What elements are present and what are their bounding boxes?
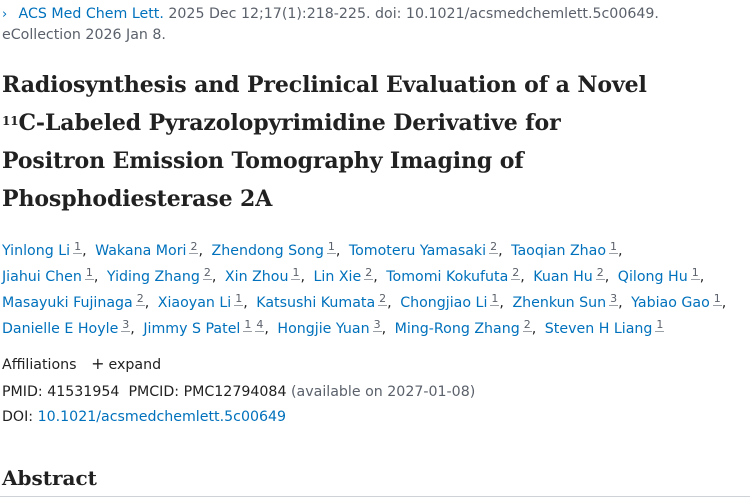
author-item: Kuan Hu 2 — [533, 266, 605, 285]
author-item: Xin Zhou 1 — [224, 266, 301, 285]
affiliation-ref[interactable]: 2 — [522, 318, 532, 332]
author-link[interactable]: Kuan Hu — [533, 269, 593, 285]
title-line-4: Phosphodiesterase 2A — [2, 186, 273, 212]
author-item: Zhenkun Sun 3 — [512, 292, 619, 311]
citation-details: 2025 Dec 12;17(1):218-225. doi: 10.1021/… — [163, 6, 659, 22]
affiliations-expand-button[interactable]: + expand — [91, 354, 162, 373]
affiliation-ref[interactable]: 1 — [490, 292, 500, 306]
author-item: Taoqian Zhao 1 — [511, 240, 619, 259]
author-link[interactable]: Katsushi Kumata — [256, 295, 376, 311]
author-link[interactable]: Jiahui Chen — [2, 269, 82, 285]
author-link[interactable]: Yabiao Gao — [631, 295, 710, 311]
author-item: Chongjiao Li 1 — [400, 292, 500, 311]
author-link[interactable]: Hongjie Yuan — [277, 321, 370, 337]
author-item: Tomomi Kokufuta 2 — [386, 266, 521, 285]
abstract-heading: Abstract — [2, 466, 97, 490]
chevron-right-icon[interactable]: › — [2, 7, 8, 22]
author-item: Wakana Mori 2 — [95, 240, 199, 259]
author-item: Katsushi Kumata 2 — [256, 292, 388, 311]
affiliation-ref[interactable]: 1 — [712, 292, 722, 306]
author-item: Tomoteru Yamasaki 2 — [348, 240, 499, 259]
author-item: Qilong Hu 1 — [617, 266, 700, 285]
author-item: Masayuki Fujinaga 2 — [2, 292, 145, 311]
affiliation-ref[interactable]: 3 — [609, 292, 619, 306]
title-line-1: Radiosynthesis and Preclinical Evaluatio… — [2, 72, 647, 98]
affiliation-ref[interactable]: 1 — [234, 292, 244, 306]
article-title: Radiosynthesis and Preclinical Evaluatio… — [2, 66, 747, 218]
author-list: Yinlong Li 1, Wakana Mori 2, Zhendong Song… — [2, 240, 727, 338]
plus-icon: + — [91, 354, 105, 373]
title-line-3: Positron Emission Tomography Imaging of — [2, 148, 524, 174]
affiliation-ref[interactable]: 4 — [255, 318, 265, 332]
author-link[interactable]: Zhenkun Sun — [512, 295, 607, 311]
author-link[interactable]: Yiding Zhang — [106, 269, 200, 285]
author-item: Xiaoyan Li 1 — [157, 292, 244, 311]
author-link[interactable]: Danielle E Hoyle — [2, 321, 119, 337]
author-item: Ming-Rong Zhang 2 — [394, 318, 532, 337]
author-link[interactable]: Yinlong Li — [2, 243, 71, 259]
author-link[interactable]: Xin Zhou — [224, 269, 289, 285]
affiliation-ref[interactable]: 2 — [511, 266, 521, 280]
affiliation-ref[interactable]: 2 — [364, 266, 374, 280]
affiliation-ref[interactable]: 3 — [121, 318, 131, 332]
affiliation-ref[interactable]: 1 — [84, 266, 94, 280]
title-line-2: C-Labeled Pyrazolopyrimidine Derivative … — [18, 110, 561, 136]
doi-label: DOI: — [2, 409, 38, 425]
affiliation-ref[interactable]: 2 — [189, 240, 199, 254]
author-item: Yiding Zhang 2 — [106, 266, 212, 285]
pmid-value: 41531954 — [47, 384, 120, 400]
affiliation-ref[interactable]: 1 — [655, 318, 665, 332]
identifiers-row: PMID: 41531954 PMCID: PMC12794084 (avail… — [2, 382, 475, 402]
author-item: Hongjie Yuan 3 — [277, 318, 382, 337]
affiliation-ref[interactable]: 1 — [73, 240, 83, 254]
author-item: Danielle E Hoyle 3 — [2, 318, 131, 337]
affiliation-ref[interactable]: 2 — [135, 292, 145, 306]
author-link[interactable]: Qilong Hu — [617, 269, 688, 285]
pmc-availability: (available on 2027-01-08) — [291, 384, 476, 400]
affiliation-ref[interactable]: 2 — [202, 266, 212, 280]
affiliation-ref[interactable]: 2 — [378, 292, 388, 306]
author-item: Jiahui Chen 1 — [2, 266, 94, 285]
author-item: Steven H Liang 1 — [544, 318, 665, 337]
author-link[interactable]: Zhendong Song — [211, 243, 324, 259]
author-link[interactable]: Wakana Mori — [95, 243, 187, 259]
author-item: Lin Xie 2 — [313, 266, 374, 285]
author-item: Yinlong Li 1 — [2, 240, 83, 259]
affiliation-ref[interactable]: 1 — [291, 266, 301, 280]
author-link[interactable]: Chongjiao Li — [400, 295, 488, 311]
author-item: Jimmy S Patel 1 4 — [143, 318, 265, 337]
author-link[interactable]: Jimmy S Patel — [143, 321, 241, 337]
affiliation-ref[interactable]: 3 — [372, 318, 382, 332]
author-link[interactable]: Masayuki Fujinaga — [2, 295, 133, 311]
ecollection-date: eCollection 2026 Jan 8. — [2, 27, 166, 43]
author-link[interactable]: Tomoteru Yamasaki — [348, 243, 487, 259]
pmcid-label: PMCID: — [128, 384, 184, 400]
author-link[interactable]: Xiaoyan Li — [157, 295, 232, 311]
affiliations-row: Affiliations + expand — [2, 354, 161, 375]
author-item: Yabiao Gao 1 — [631, 292, 722, 311]
expand-label: expand — [108, 357, 162, 373]
journal-link[interactable]: ACS Med Chem Lett. — [18, 6, 164, 22]
pmid-label: PMID: — [2, 384, 48, 400]
affiliation-ref[interactable]: 1 — [326, 240, 336, 254]
author-item: Zhendong Song 1 — [211, 240, 336, 259]
author-link[interactable]: Ming-Rong Zhang — [394, 321, 520, 337]
citation: › ACS Med Chem Lett. 2025 Dec 12;17(1):2… — [2, 4, 742, 45]
affiliation-ref[interactable]: 1 — [243, 318, 253, 332]
section-divider — [0, 496, 750, 497]
doi-row: DOI: 10.1021/acsmedchemlett.5c00649 — [2, 407, 286, 427]
affiliation-ref[interactable]: 2 — [489, 240, 499, 254]
author-link[interactable]: Tomomi Kokufuta — [386, 269, 509, 285]
affiliations-label: Affiliations — [2, 357, 77, 373]
author-link[interactable]: Taoqian Zhao — [511, 243, 607, 259]
affiliation-ref[interactable]: 1 — [690, 266, 700, 280]
affiliation-ref[interactable]: 1 — [609, 240, 619, 254]
isotope-mass-number: 11 — [2, 114, 19, 128]
author-link[interactable]: Lin Xie — [313, 269, 362, 285]
affiliation-ref[interactable]: 2 — [595, 266, 605, 280]
author-link[interactable]: Steven H Liang — [544, 321, 653, 337]
pmcid-value: PMC12794084 — [183, 384, 287, 400]
doi-link[interactable]: 10.1021/acsmedchemlett.5c00649 — [37, 409, 287, 425]
